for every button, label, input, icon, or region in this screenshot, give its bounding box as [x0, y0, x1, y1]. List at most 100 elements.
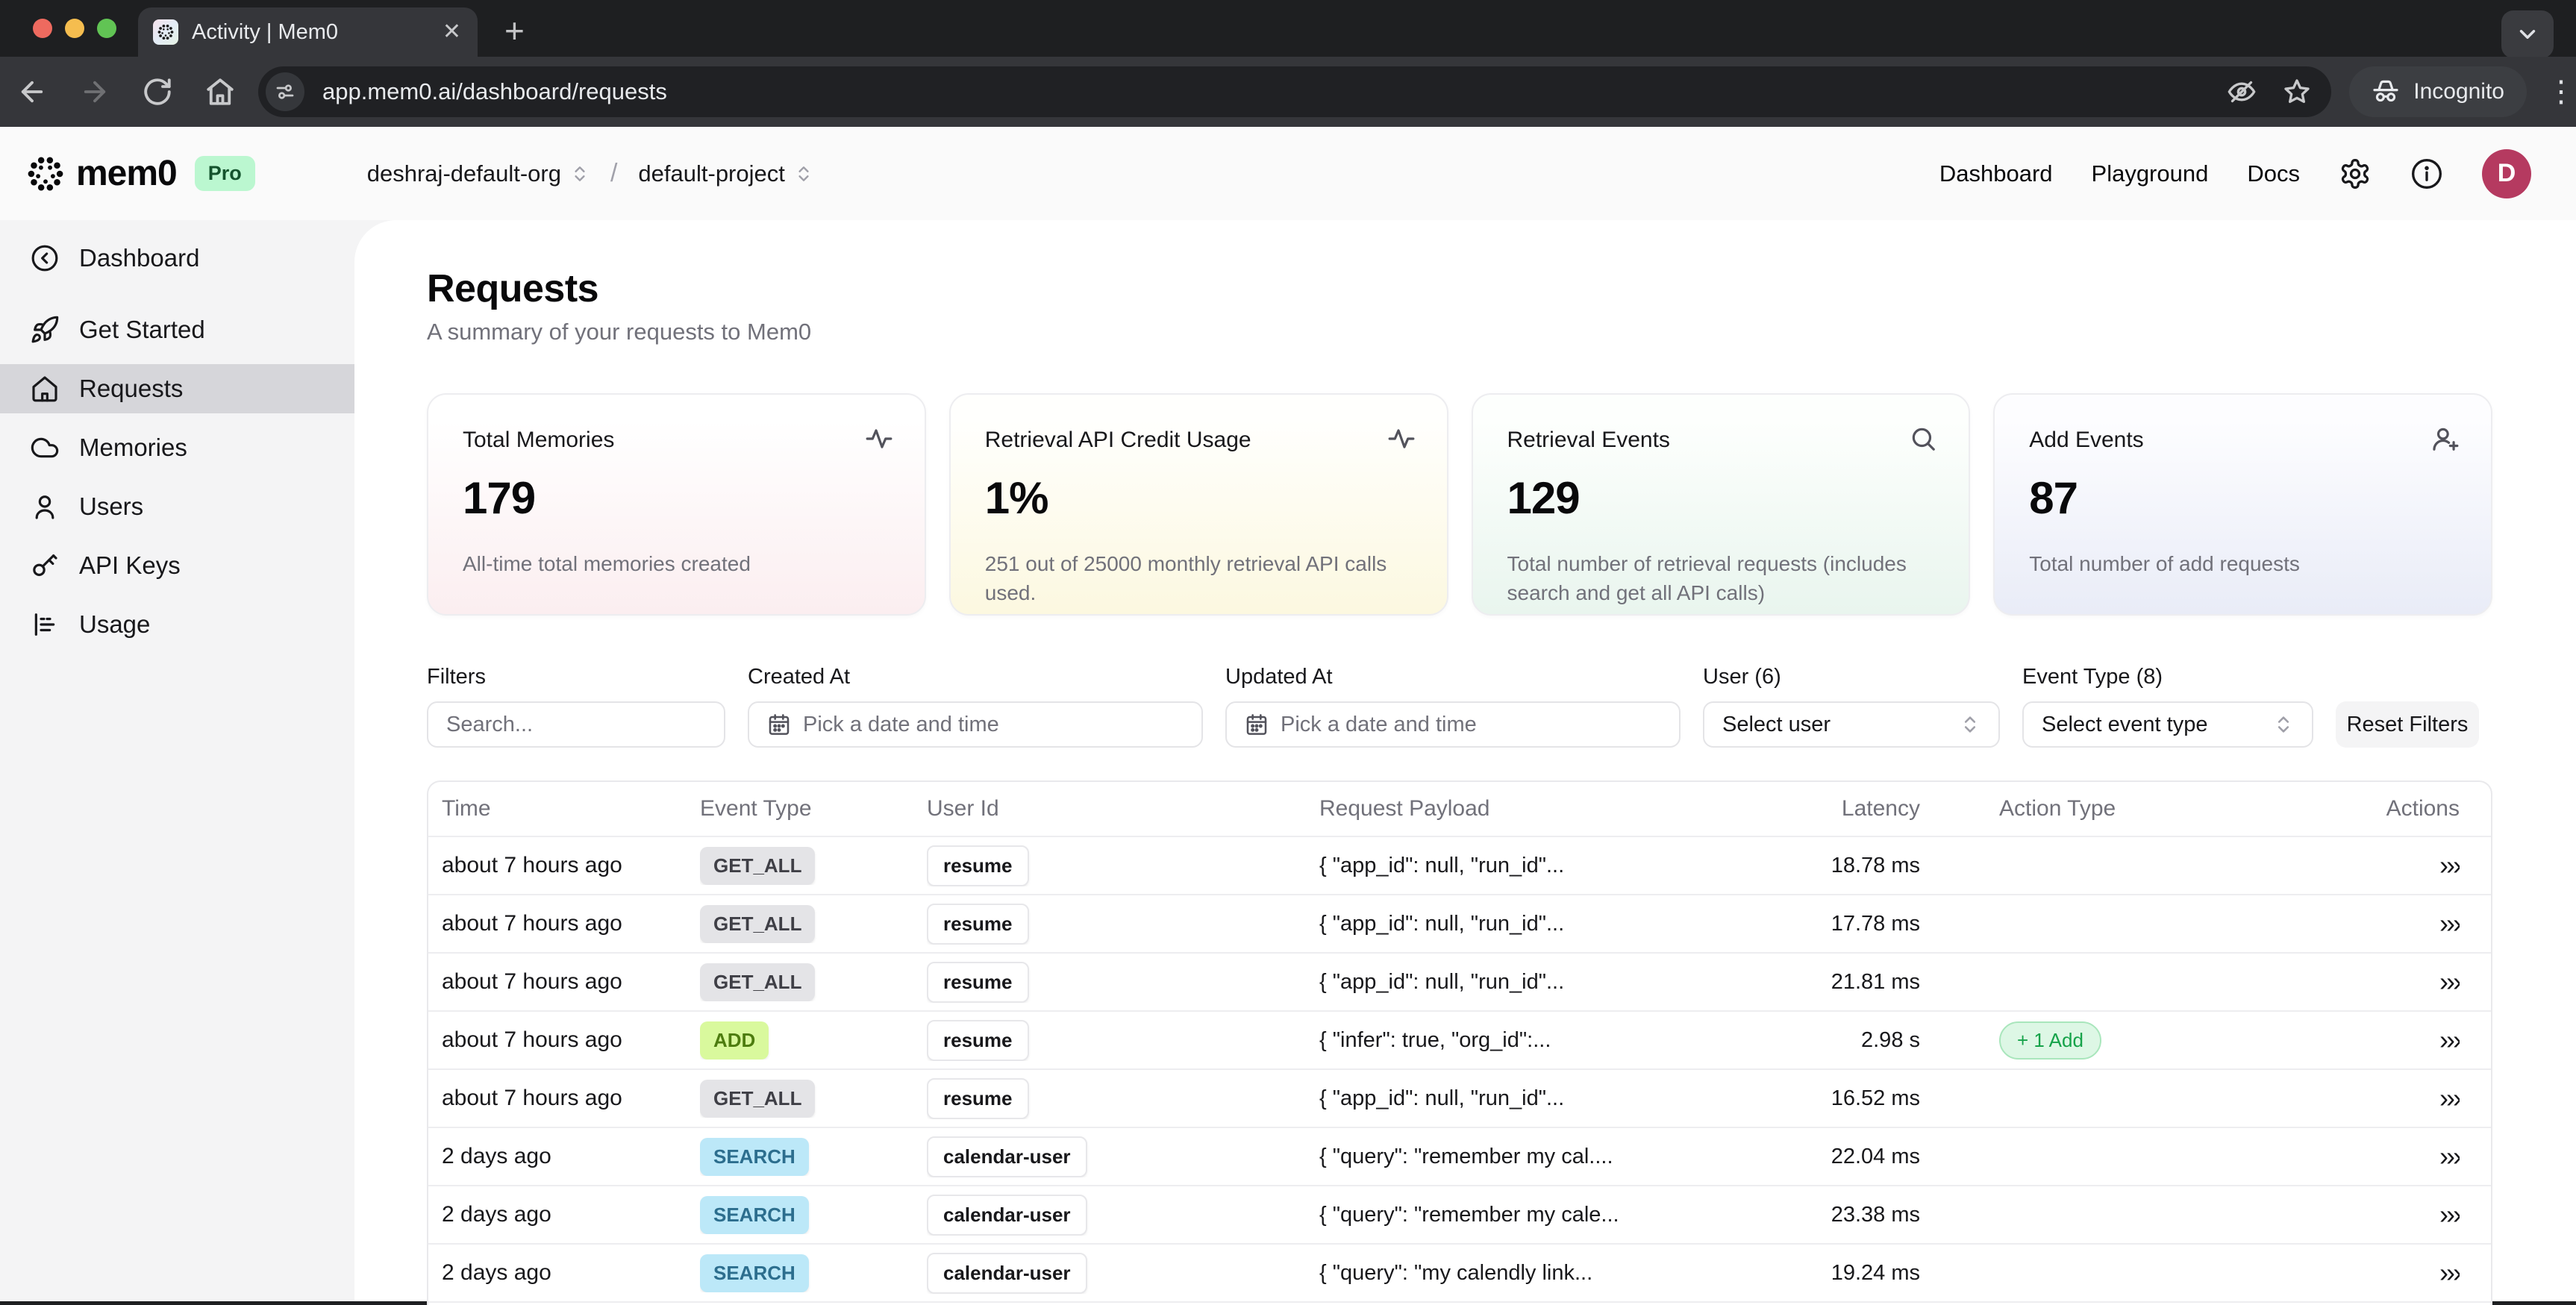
app-window: mem0 Pro deshraj-default-org / default-p…: [0, 127, 2576, 1305]
incognito-label: Incognito: [2413, 79, 2504, 104]
cell-request-payload: { "query": "remember my cale...: [1319, 1202, 1619, 1227]
close-tab-icon[interactable]: ✕: [442, 19, 461, 44]
project-selector[interactable]: default-project: [638, 160, 813, 187]
expand-row-icon[interactable]: ›››: [2439, 1083, 2460, 1113]
expand-row-icon[interactable]: ›››: [2439, 1024, 2460, 1055]
cell-latency: 21.81 ms: [1831, 969, 1920, 994]
activity-icon: [866, 429, 892, 448]
event-type-select[interactable]: Select event type: [2022, 701, 2313, 748]
col-time: Time: [442, 796, 491, 821]
nav-playground-link[interactable]: Playground: [2091, 160, 2209, 187]
user-select[interactable]: Select user: [1703, 701, 2000, 748]
user-id-badge: resume: [927, 1019, 1029, 1061]
event-type-badge: SEARCH: [700, 1254, 809, 1292]
sidebar-item-label: Users: [79, 492, 144, 520]
cell-request-payload: { "infer": true, "org_id":...: [1319, 1027, 1551, 1052]
stat-card-value: 1%: [984, 473, 1049, 523]
bookmark-star-icon[interactable]: [2282, 77, 2312, 107]
cell-request-payload: { "app_id": null, "run_id"...: [1319, 853, 1565, 877]
event-type-badge: ADD: [700, 1021, 769, 1060]
reset-filters-button[interactable]: Reset Filters: [2336, 701, 2479, 748]
browser-tab[interactable]: Activity | Mem0 ✕: [138, 7, 478, 57]
window-controls[interactable]: [33, 19, 116, 38]
org-name: deshraj-default-org: [366, 160, 561, 187]
event-type-filter-label: Event Type (8): [2022, 665, 2163, 689]
info-icon[interactable]: [2410, 157, 2443, 190]
stat-card-add-events: Add Events 87 Total number of add reques…: [1993, 393, 2492, 616]
event-type-badge: SEARCH: [700, 1137, 809, 1176]
minimize-window-button[interactable]: [65, 19, 84, 38]
expand-row-icon[interactable]: ›››: [2439, 1199, 2460, 1230]
tab-search-chevron-button[interactable]: [2501, 10, 2554, 58]
sidebar-item-api-keys[interactable]: API Keys: [0, 541, 354, 590]
stats-cards: Total Memories 179 All-time total memori…: [427, 393, 2492, 616]
sidebar-item-dashboard[interactable]: Dashboard: [0, 234, 354, 283]
sidebar-item-label: Requests: [79, 375, 184, 402]
cell-time: about 7 hours ago: [442, 1086, 622, 1110]
sidebar-item-label: Dashboard: [79, 244, 200, 272]
table-row[interactable]: about 7 hours ago GET_ALL resume { "app_…: [428, 894, 2491, 952]
cell-latency: 23.38 ms: [1831, 1202, 1920, 1227]
sidebar-item-usage[interactable]: Usage: [0, 600, 354, 649]
col-request-payload: Request Payload: [1319, 796, 1490, 821]
calendar-icon: [769, 714, 790, 735]
table-row[interactable]: about 7 hours ago GET_ALL resume { "app_…: [428, 952, 2491, 1010]
page-title: Requests: [427, 267, 599, 310]
home-icon[interactable]: [204, 76, 236, 107]
cell-time: 2 days ago: [442, 1202, 551, 1227]
expand-row-icon[interactable]: ›››: [2439, 1141, 2460, 1171]
cloud-icon: [30, 433, 60, 463]
created-at-picker[interactable]: Pick a date and time: [748, 701, 1203, 748]
table-row[interactable]: about 7 hours ago GET_ALL resume { "app_…: [428, 1068, 2491, 1127]
calendar-icon: [1246, 714, 1267, 735]
table-row[interactable]: about 7 hours ago ADD resume { "infer": …: [428, 1010, 2491, 1068]
cell-latency: 17.78 ms: [1831, 911, 1920, 936]
url-text[interactable]: app.mem0.ai/dashboard/requests: [322, 78, 667, 104]
cell-request-payload: { "app_id": null, "run_id"...: [1319, 969, 1565, 994]
rocket-icon: [30, 315, 60, 345]
filters-bar: Filters Created At Pick a date and time …: [427, 665, 2492, 748]
expand-row-icon[interactable]: ›››: [2439, 1257, 2460, 1288]
chevrons-up-down-icon: [575, 166, 585, 181]
sidebar-item-requests[interactable]: Requests: [0, 364, 354, 413]
user-plus-icon: [2433, 428, 2459, 451]
breadcrumb: deshraj-default-org / default-project: [367, 159, 813, 188]
user-id-badge: resume: [927, 961, 1029, 1003]
table-row[interactable]: about 7 hours ago GET_ALL resume { "app_…: [428, 836, 2491, 894]
event-type-badge: GET_ALL: [700, 846, 816, 885]
table-row[interactable]: 2 days ago SEARCH calendar-user { "query…: [428, 1127, 2491, 1185]
eye-off-icon[interactable]: [2227, 77, 2257, 107]
expand-row-icon[interactable]: ›››: [2439, 908, 2460, 939]
bar-chart-icon: [30, 610, 60, 639]
nav-dashboard-link[interactable]: Dashboard: [1939, 160, 2053, 187]
close-window-button[interactable]: [33, 19, 52, 38]
url-bar[interactable]: app.mem0.ai/dashboard/requests: [258, 66, 2332, 117]
reload-icon[interactable]: [142, 76, 173, 107]
updated-at-picker[interactable]: Pick a date and time: [1225, 701, 1681, 748]
search-input[interactable]: [446, 712, 706, 737]
sidebar-item-memories[interactable]: Memories: [0, 423, 354, 472]
sidebar-item-users[interactable]: Users: [0, 482, 354, 531]
sidebar-item-get-started[interactable]: Get Started: [0, 305, 354, 354]
zoom-window-button[interactable]: [97, 19, 116, 38]
table-row[interactable]: 2 days ago SEARCH calendar-user { "query…: [428, 1243, 2491, 1301]
action-type-badge: + 1 Add: [1999, 1021, 2101, 1060]
expand-row-icon[interactable]: ›››: [2439, 850, 2460, 880]
forward-icon[interactable]: [79, 76, 110, 107]
new-tab-button[interactable]: +: [504, 11, 525, 50]
stat-card-credit-usage: Retrieval API Credit Usage 1% 251 out of…: [948, 393, 1448, 616]
user-id-badge: calendar-user: [927, 1252, 1087, 1294]
table-row[interactable]: 2 days ago SEARCH calendar-user { "query…: [428, 1185, 2491, 1243]
brand[interactable]: mem0 Pro: [0, 153, 255, 194]
avatar[interactable]: D: [2482, 148, 2531, 198]
browser-menu-icon[interactable]: ⋮: [2546, 75, 2576, 108]
cell-latency: 16.52 ms: [1831, 1086, 1920, 1110]
expand-row-icon[interactable]: ›››: [2439, 966, 2460, 997]
cell-request-payload: { "app_id": null, "run_id"...: [1319, 911, 1565, 936]
nav-docs-link[interactable]: Docs: [2247, 160, 2300, 187]
gear-icon[interactable]: [2339, 157, 2372, 190]
back-icon[interactable]: [16, 76, 48, 107]
site-settings-icon[interactable]: [266, 72, 304, 111]
cell-latency: 19.24 ms: [1831, 1260, 1920, 1285]
org-selector[interactable]: deshraj-default-org: [367, 160, 590, 187]
